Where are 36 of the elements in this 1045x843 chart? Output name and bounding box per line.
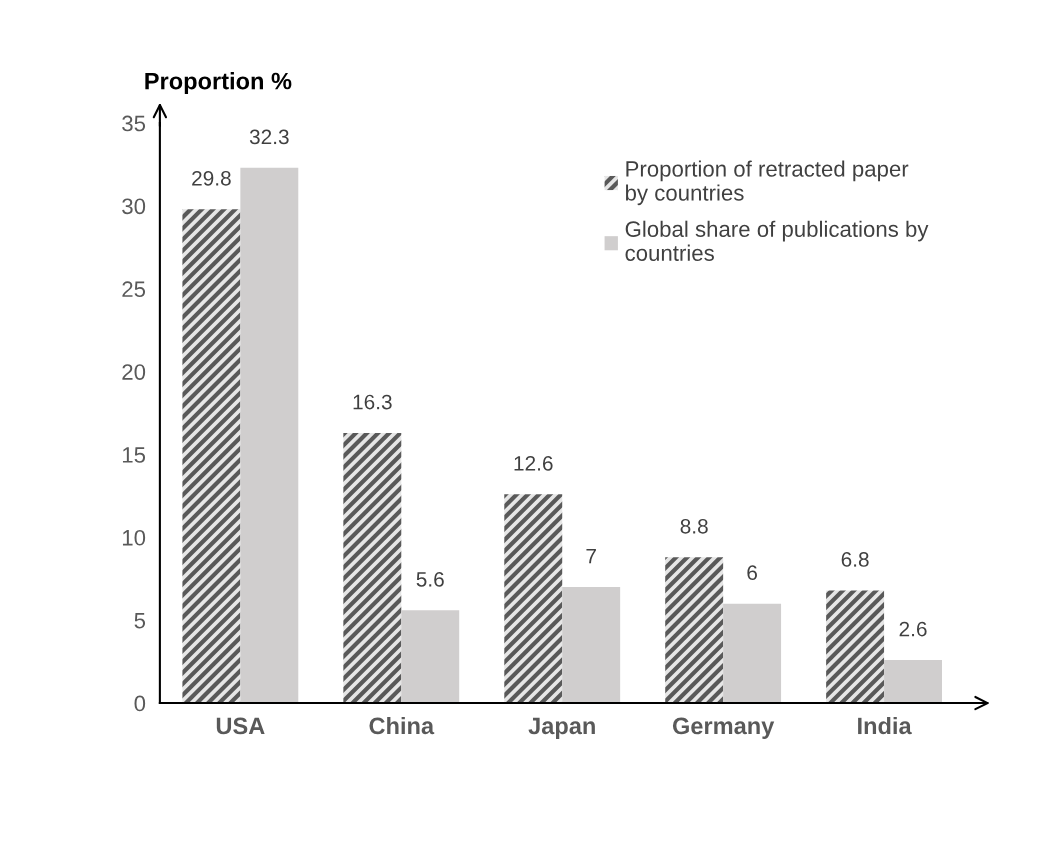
bar (723, 603, 782, 704)
y-tick-label: 5 (134, 612, 146, 629)
bar (665, 557, 724, 704)
bar (884, 659, 942, 704)
bar (504, 494, 563, 704)
data-label: 29.8 (192, 170, 231, 186)
bar (401, 610, 460, 704)
bar (562, 587, 621, 704)
data-label: 5.6 (416, 571, 444, 587)
data-label: 12.6 (514, 455, 553, 471)
y-tick-label: 25 (122, 281, 146, 298)
y-tick-label: 30 (122, 198, 146, 215)
x-tick-label: Germany (672, 717, 775, 739)
legend-label: Proportion of retracted paper by countries (626, 160, 909, 206)
data-label: 6.8 (841, 552, 869, 567)
legend-label: Global share of publications by countries (625, 220, 929, 261)
x-tick-label: USA (216, 717, 265, 735)
x-tick-label: China (369, 716, 435, 735)
data-label: 7 (586, 548, 596, 564)
data-label: 6 (747, 565, 757, 581)
bar (826, 590, 885, 704)
data-label: 2.6 (899, 621, 927, 637)
bar (182, 209, 241, 704)
y-tick-label: 10 (122, 529, 146, 546)
bar (343, 432, 402, 704)
data-label: 8.8 (680, 518, 708, 534)
y-tick-label: 20 (122, 364, 146, 380)
bar (240, 167, 299, 704)
x-tick-label: Japan (528, 717, 595, 739)
y-tick-label: 35 (122, 115, 146, 132)
data-label: 16.3 (353, 394, 392, 410)
data-label: 32.3 (249, 129, 289, 145)
y-axis-title: Proportion % (145, 72, 292, 95)
y-tick-label: 0 (134, 695, 146, 712)
x-tick-label: India (858, 716, 912, 735)
y-tick-label: 15 (122, 447, 146, 463)
